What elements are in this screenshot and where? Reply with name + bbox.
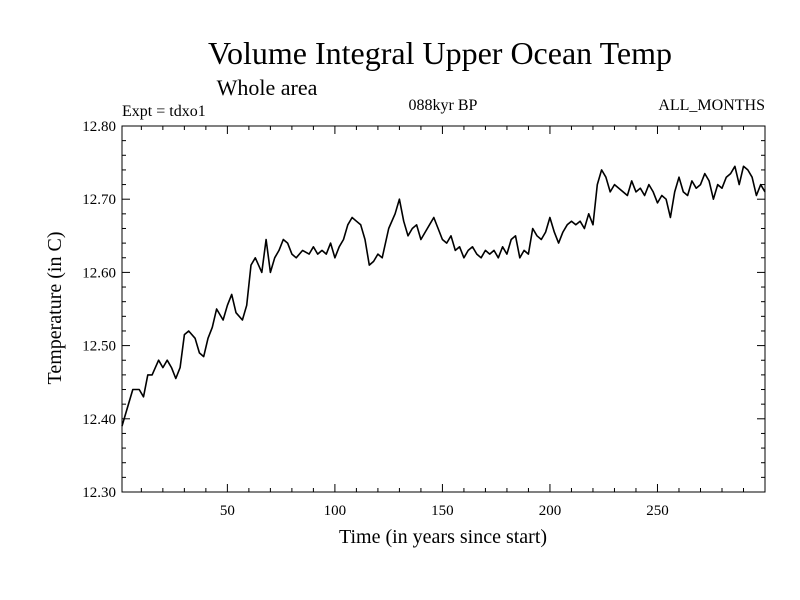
axes: 50 100 150 200 250 12.30 12.40 12.50 12.60 12.70 1…	[82, 119, 766, 519]
y-tick-label: 12.60	[82, 265, 116, 281]
y-tick-label: 12.70	[82, 192, 116, 208]
x-tick-label: 250	[646, 503, 669, 519]
x-tick-label: 200	[539, 503, 562, 519]
period-label: 088kyr BP	[409, 97, 478, 114]
y-tick-label: 12.40	[82, 412, 116, 428]
y-tick-label: 12.50	[82, 339, 116, 355]
y-tick-label: 12.80	[82, 119, 116, 135]
chart-subtitle: Whole area	[217, 75, 318, 100]
months-label: ALL_MONTHS	[658, 97, 765, 114]
temperature-series-line	[121, 165, 766, 427]
y-tick-label: 12.30	[82, 485, 116, 501]
x-axis-label: Time (in years since start)	[339, 526, 547, 548]
series-line-group	[121, 165, 766, 427]
plot-frame	[121, 125, 766, 493]
chart-title: Volume Integral Upper Ocean Temp	[208, 35, 672, 71]
x-tick-label: 100	[324, 503, 347, 519]
experiment-label: Expt = tdxo1	[122, 103, 206, 120]
x-tick-label: 150	[431, 503, 454, 519]
x-tick-label: 50	[220, 503, 235, 519]
y-axis-label: Temperature (in C)	[44, 232, 66, 385]
